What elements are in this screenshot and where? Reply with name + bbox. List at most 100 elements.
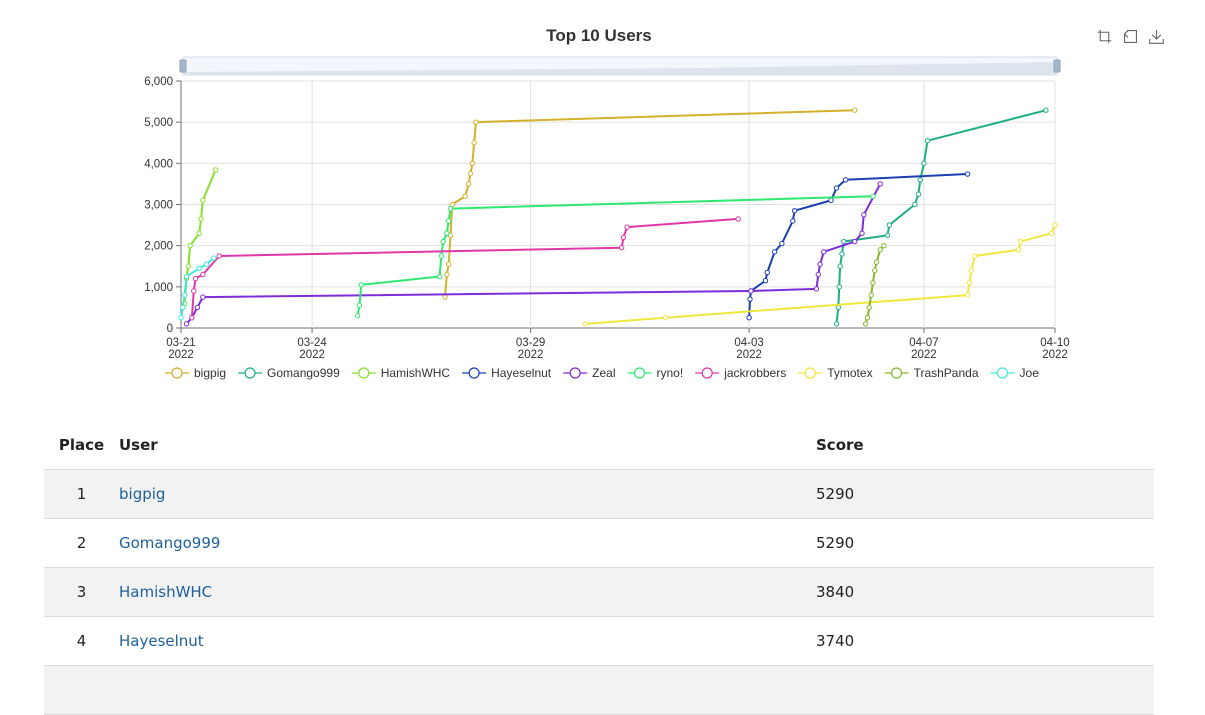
data-point [835,304,842,311]
data-point [469,160,476,167]
data-point [964,171,971,177]
data-point [187,242,193,249]
data-point [194,304,201,311]
data-point [872,267,878,274]
legend-label: Zeal [592,366,615,380]
legend-marker [701,367,713,379]
data-point [181,292,188,298]
legend-marker [996,367,1009,379]
data-point [864,315,871,321]
legend-label: ryno! [657,366,684,380]
legend-item[interactable]: Hayeselnut [462,366,552,380]
data-point [618,245,625,251]
data-point [198,216,204,222]
legend-item[interactable]: Gomango999 [238,366,340,380]
data-point [624,224,630,230]
legend-item[interactable]: bigpig [165,366,226,380]
legend-marker [358,367,370,379]
data-point [178,315,184,321]
data-point [354,312,361,319]
data-point [886,222,893,228]
user-column-header: User [119,420,816,470]
place-cell: 1 [44,469,119,519]
data-point [837,263,843,269]
table-row [44,665,1154,715]
zoom-slider-right-handle[interactable] [1053,59,1061,73]
chart-legend: bigpig Gomango999 HamishWHC Hayeselnut Zeal r… [165,366,1039,380]
user-link[interactable]: Hayeselnut [119,632,204,650]
legend-item[interactable]: Zeal [563,366,616,380]
score-cell [816,665,1154,715]
user-cell: bigpig [119,469,816,519]
series-line [864,245,885,325]
user-link[interactable]: bigpig [119,485,166,503]
data-point [1052,222,1058,228]
data-point [620,234,627,241]
data-point [185,263,191,269]
series-bigpig [442,107,858,300]
series-trashpanda [862,242,887,327]
data-point [972,253,978,259]
data-point [815,271,821,278]
user-link[interactable]: HamishWHC [119,583,213,601]
x-tick-year-label: 2022 [736,349,762,361]
place-cell: 4 [44,616,119,666]
data-point [438,253,445,259]
data-point [440,238,446,245]
table-row: 3 HamishWHC 3840 [44,567,1154,617]
data-point [200,271,206,278]
data-point [833,321,840,327]
zoom-reset-icon[interactable] [1121,27,1139,45]
user-cell: HamishWHC [119,567,816,617]
data-point [473,119,479,125]
data-point [764,269,771,276]
legend-item[interactable]: TrashPanda [884,366,979,380]
save-image-icon[interactable] [1147,27,1165,45]
data-point [735,216,741,222]
data-point [924,137,931,144]
chart-title: Top 10 Users [546,26,652,45]
data-point [877,247,883,253]
data-point [870,280,876,286]
legend-item[interactable]: jackrobbers [695,366,786,380]
series-line [356,195,873,316]
legend-item[interactable]: Joe [990,366,1040,380]
x-tick-year-label: 2022 [168,349,194,361]
data-point [841,238,847,245]
data-point [216,253,222,259]
zoom-slider-left-handle[interactable] [179,59,187,73]
legend-marker [171,367,183,379]
chart-toolbox [1095,27,1165,45]
legend-label: Joe [1020,366,1040,380]
x-tick-label: 04-10 [1040,337,1069,349]
legend-marker [569,367,581,379]
score-column-header: Score [816,420,1154,470]
data-point [212,167,219,173]
series-tymotex [582,222,1058,327]
data-point [873,259,880,265]
data-point [358,282,364,288]
legend-label: TrashPanda [914,366,979,380]
zoom-select-icon[interactable] [1095,27,1113,45]
data-point [866,304,872,311]
data-point [859,230,865,237]
table-row: 2 Gomango999 5290 [44,518,1154,568]
legend-item[interactable]: HamishWHC [351,366,451,380]
data-point [1015,247,1022,253]
series-hamishwhc [181,167,219,306]
data-point [462,193,468,199]
x-tick-label: 03-29 [516,337,545,349]
data-point [465,181,472,187]
data-point [1017,238,1024,245]
x-tick-year-label: 2022 [1042,349,1068,361]
data-point [813,286,820,292]
legend-item[interactable]: ryno! [627,366,684,380]
table-row: 1 bigpig 5290 [44,469,1154,519]
legend-item[interactable]: Tymotex [798,366,873,380]
user-link[interactable]: Gomango999 [119,534,221,552]
data-point [444,271,450,278]
legend-label: jackrobbers [723,366,786,380]
data-point [191,288,197,294]
legend-marker [244,367,256,379]
data-point [203,261,210,267]
